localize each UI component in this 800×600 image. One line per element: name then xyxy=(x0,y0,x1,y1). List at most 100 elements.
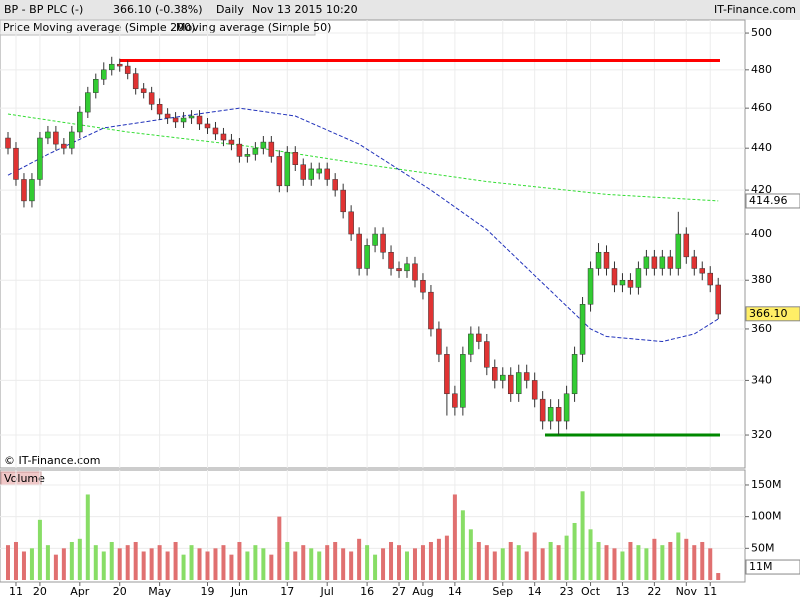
candle-body xyxy=(563,393,570,422)
last-price-box xyxy=(745,306,800,322)
volume-bar xyxy=(213,548,218,580)
legend-box xyxy=(0,19,316,36)
volume-bar xyxy=(652,538,657,580)
candle-body xyxy=(595,251,602,269)
x-tick-label: 23 xyxy=(560,585,574,598)
candle-body xyxy=(436,328,442,355)
volume-bar xyxy=(428,541,433,580)
candle-body xyxy=(635,268,642,288)
volume-bar xyxy=(620,551,625,580)
volume-bar xyxy=(133,541,138,580)
x-tick-label: 16 xyxy=(360,585,374,598)
volume-bar xyxy=(93,545,98,580)
y-tick-label: 480 xyxy=(751,63,772,76)
volume-bar xyxy=(572,522,577,580)
candle-body xyxy=(452,393,458,408)
x-tick-label: Jul xyxy=(320,585,334,598)
volume-bar xyxy=(293,551,298,580)
volume-bar xyxy=(644,548,649,580)
candle-body xyxy=(204,123,211,129)
candle-body xyxy=(476,333,482,342)
x-tick-label: 20 xyxy=(113,585,127,598)
candle-body xyxy=(675,233,682,269)
candle-body xyxy=(108,63,115,71)
candle-body xyxy=(124,65,131,74)
candle-body xyxy=(484,341,490,368)
header-date: Nov 13 2015 10:20 xyxy=(252,3,358,16)
candle-body xyxy=(77,111,83,133)
x-tick-label: Apr xyxy=(70,585,90,598)
volume-bar xyxy=(101,551,106,580)
candle-body xyxy=(500,374,506,381)
x-tick-label: 14 xyxy=(448,585,462,598)
volume-bar xyxy=(365,545,370,580)
candle-body xyxy=(691,256,698,269)
volume-bar xyxy=(6,545,10,580)
candle-body xyxy=(364,245,370,269)
volume-bar xyxy=(381,548,386,580)
volume-bar xyxy=(149,548,154,580)
candle-body xyxy=(236,143,243,157)
volume-bar xyxy=(373,554,378,580)
candle-body xyxy=(324,168,330,180)
volume-bar xyxy=(173,541,178,580)
candle-body xyxy=(69,131,75,149)
volume-bar xyxy=(261,548,266,580)
volume-bar xyxy=(500,548,505,580)
y-tick-label: 400 xyxy=(751,227,772,240)
volume-bar xyxy=(564,535,569,580)
volume-bar xyxy=(540,548,545,580)
candle-body xyxy=(93,79,99,93)
volume-bar xyxy=(716,573,721,580)
x-tick-label: Aug xyxy=(412,585,433,598)
volume-title: Volume xyxy=(4,472,45,485)
candle-body xyxy=(579,304,586,355)
candle-body xyxy=(651,256,658,269)
candle-body xyxy=(29,179,35,202)
candle-body xyxy=(5,137,11,149)
volume-bar xyxy=(237,541,242,580)
candle-body xyxy=(539,398,546,422)
candle-body xyxy=(164,113,171,119)
y-tick-label: 320 xyxy=(751,428,772,441)
candle-body xyxy=(292,152,299,165)
volume-bar xyxy=(157,545,162,580)
volume-bar xyxy=(636,545,641,580)
y-tick-label: 440 xyxy=(751,141,772,154)
volume-bar xyxy=(21,551,26,580)
volume-bar xyxy=(580,491,585,580)
candle-body xyxy=(659,256,666,269)
volume-bar xyxy=(141,551,146,580)
candle-body xyxy=(13,147,19,180)
ma50-line xyxy=(7,107,719,343)
x-tick-label: 19 xyxy=(201,585,215,598)
candle-body xyxy=(388,251,394,269)
volume-bar xyxy=(85,494,90,580)
header-brand: IT-Finance.com xyxy=(714,3,796,16)
candle-body xyxy=(707,272,713,286)
volume-bar xyxy=(484,545,489,580)
volume-bar xyxy=(229,554,234,580)
volume-bar xyxy=(77,538,82,580)
volume-bar xyxy=(109,541,114,580)
volume-bar xyxy=(181,554,186,580)
y-tick-label: 50M xyxy=(751,541,775,554)
legend-entry: Price xyxy=(3,21,30,34)
candle-body xyxy=(188,115,195,119)
candle-body xyxy=(412,263,418,281)
candle-body xyxy=(316,168,322,174)
ma200-value-box xyxy=(745,193,800,209)
x-tick-label: 14 xyxy=(528,585,542,598)
candle-body xyxy=(116,63,123,67)
candle-body xyxy=(611,268,618,286)
candle-body xyxy=(156,104,163,115)
candle-body xyxy=(196,115,203,125)
y-tick-label: 380 xyxy=(751,273,772,286)
volume-bar xyxy=(13,541,18,580)
candle-body xyxy=(619,279,626,286)
volume-bar xyxy=(700,541,705,580)
volume-bar xyxy=(333,541,338,580)
candle-body xyxy=(85,92,91,113)
volume-bar xyxy=(125,545,130,580)
last-price: 366.10 xyxy=(749,307,788,320)
